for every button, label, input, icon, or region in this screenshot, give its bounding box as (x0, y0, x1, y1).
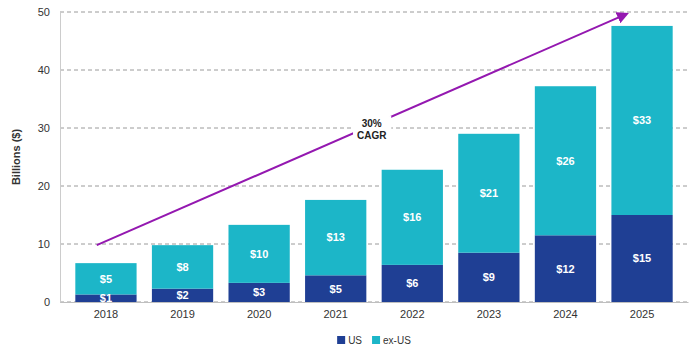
annotation-arrow (97, 14, 627, 245)
bar (458, 134, 519, 253)
bar (75, 263, 136, 294)
bar (382, 170, 443, 265)
data-label: $12 (556, 263, 574, 275)
x-tick: 2018 (94, 302, 118, 320)
x-axis-line (61, 302, 689, 303)
legend-label: ex-US (383, 335, 411, 346)
grid (60, 12, 688, 302)
bar (228, 283, 289, 302)
data-label: $21 (480, 187, 498, 199)
y-tick-label: 0 (44, 296, 50, 308)
y-tick-label: 40 (38, 64, 50, 76)
data-label: $1 (100, 292, 112, 304)
bar (611, 215, 672, 302)
bar (535, 86, 596, 235)
data-label: $2 (176, 289, 188, 301)
y-tick: 40 (38, 64, 60, 76)
bar (228, 225, 289, 283)
grid-line (60, 12, 688, 13)
x-tick: 2024 (553, 302, 577, 320)
legend-swatch (372, 336, 380, 344)
bar (458, 253, 519, 302)
x-tick-label: 2018 (94, 308, 118, 320)
y-axis: 0 10 20 30 40 50 (38, 6, 61, 308)
x-tick: 2020 (247, 302, 271, 320)
y-axis-line (60, 13, 61, 303)
x-tick-label: 2025 (630, 308, 654, 320)
legend-swatch (337, 336, 345, 344)
data-label: $16 (403, 211, 421, 223)
x-axis: 2018 2019 2020 2021 2022 2023 2024 2025 (61, 302, 689, 320)
y-tick-label: 20 (38, 180, 50, 192)
bar (305, 275, 366, 302)
data-label: $13 (327, 231, 345, 243)
data-label: $15 (633, 252, 651, 264)
grid-line (60, 70, 688, 71)
y-tick-label: 30 (38, 122, 50, 134)
y-tick: 30 (38, 122, 60, 134)
x-tick-label: 2020 (247, 308, 271, 320)
data-label: $9 (483, 271, 495, 283)
legend-item: US (337, 335, 362, 346)
bars (75, 26, 672, 302)
bar (535, 235, 596, 302)
x-tick: 2019 (170, 302, 194, 320)
annotation-background (353, 116, 391, 143)
data-labels: $1 $2 $3 $5 $6 $9 $12 $15 $5 $8 $10 $13 $16 $21 $26 $33 (100, 114, 651, 304)
x-tick-label: 2024 (553, 308, 577, 320)
y-tick: 10 (38, 238, 60, 250)
data-label: $6 (406, 277, 418, 289)
legend-item: ex-US (372, 335, 411, 346)
bar (382, 265, 443, 302)
bar (305, 200, 366, 275)
x-tick: 2022 (400, 302, 424, 320)
annotation-line: 30% (362, 118, 382, 129)
y-tick-label: 50 (38, 6, 50, 18)
y-tick: 20 (38, 180, 60, 192)
y-tick: 50 (38, 6, 60, 18)
data-label: $5 (100, 273, 112, 285)
bar (611, 26, 672, 215)
x-tick: 2021 (323, 302, 347, 320)
annotation-text: 30%CAGR (357, 118, 387, 141)
y-axis-title: Billions ($) (10, 129, 22, 186)
data-label: $8 (176, 261, 188, 273)
data-label: $5 (330, 283, 342, 295)
plot: 0102030405020182019202020212022202320242… (38, 6, 689, 320)
data-label: $26 (556, 155, 574, 167)
bar (152, 245, 213, 289)
x-tick-label: 2022 (400, 308, 424, 320)
x-tick-label: 2021 (323, 308, 347, 320)
data-label: $33 (633, 114, 651, 126)
chart: 0102030405020182019202020212022202320242… (0, 0, 700, 350)
annotation-line: CAGR (357, 130, 387, 141)
annotation: 30%CAGR (97, 14, 627, 245)
bar (152, 289, 213, 302)
data-label: $10 (250, 248, 268, 260)
legend: US ex-US (337, 335, 411, 346)
y-tick-label: 10 (38, 238, 50, 250)
y-tick: 0 (44, 296, 60, 308)
x-tick: 2023 (477, 302, 501, 320)
legend-label: US (348, 335, 362, 346)
x-tick-label: 2023 (477, 308, 501, 320)
x-tick-label: 2019 (170, 308, 194, 320)
x-tick: 2025 (630, 302, 654, 320)
data-label: $3 (253, 286, 265, 298)
